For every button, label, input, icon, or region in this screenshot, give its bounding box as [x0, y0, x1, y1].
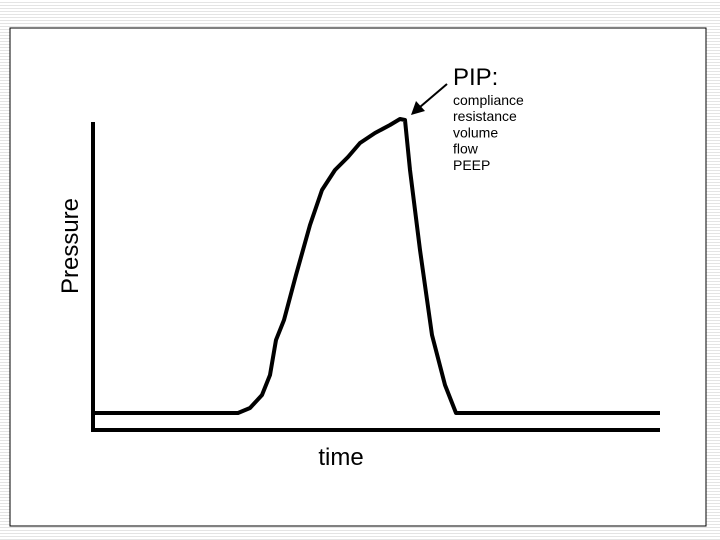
arrow-shaft: [419, 83, 448, 108]
factor-item: flow: [453, 141, 479, 157]
pip-label: PIP:: [453, 64, 498, 91]
factor-item: resistance: [453, 108, 517, 124]
arrow-head: [411, 101, 425, 115]
y-axis-label: Pressure: [57, 198, 84, 294]
factor-item: PEEP: [453, 157, 490, 173]
x-axis-label: time: [318, 444, 363, 471]
factor-item: compliance: [453, 92, 524, 108]
factor-item: volume: [453, 124, 498, 140]
slide-frame: [9, 27, 707, 527]
pressure-curve: [95, 117, 660, 415]
